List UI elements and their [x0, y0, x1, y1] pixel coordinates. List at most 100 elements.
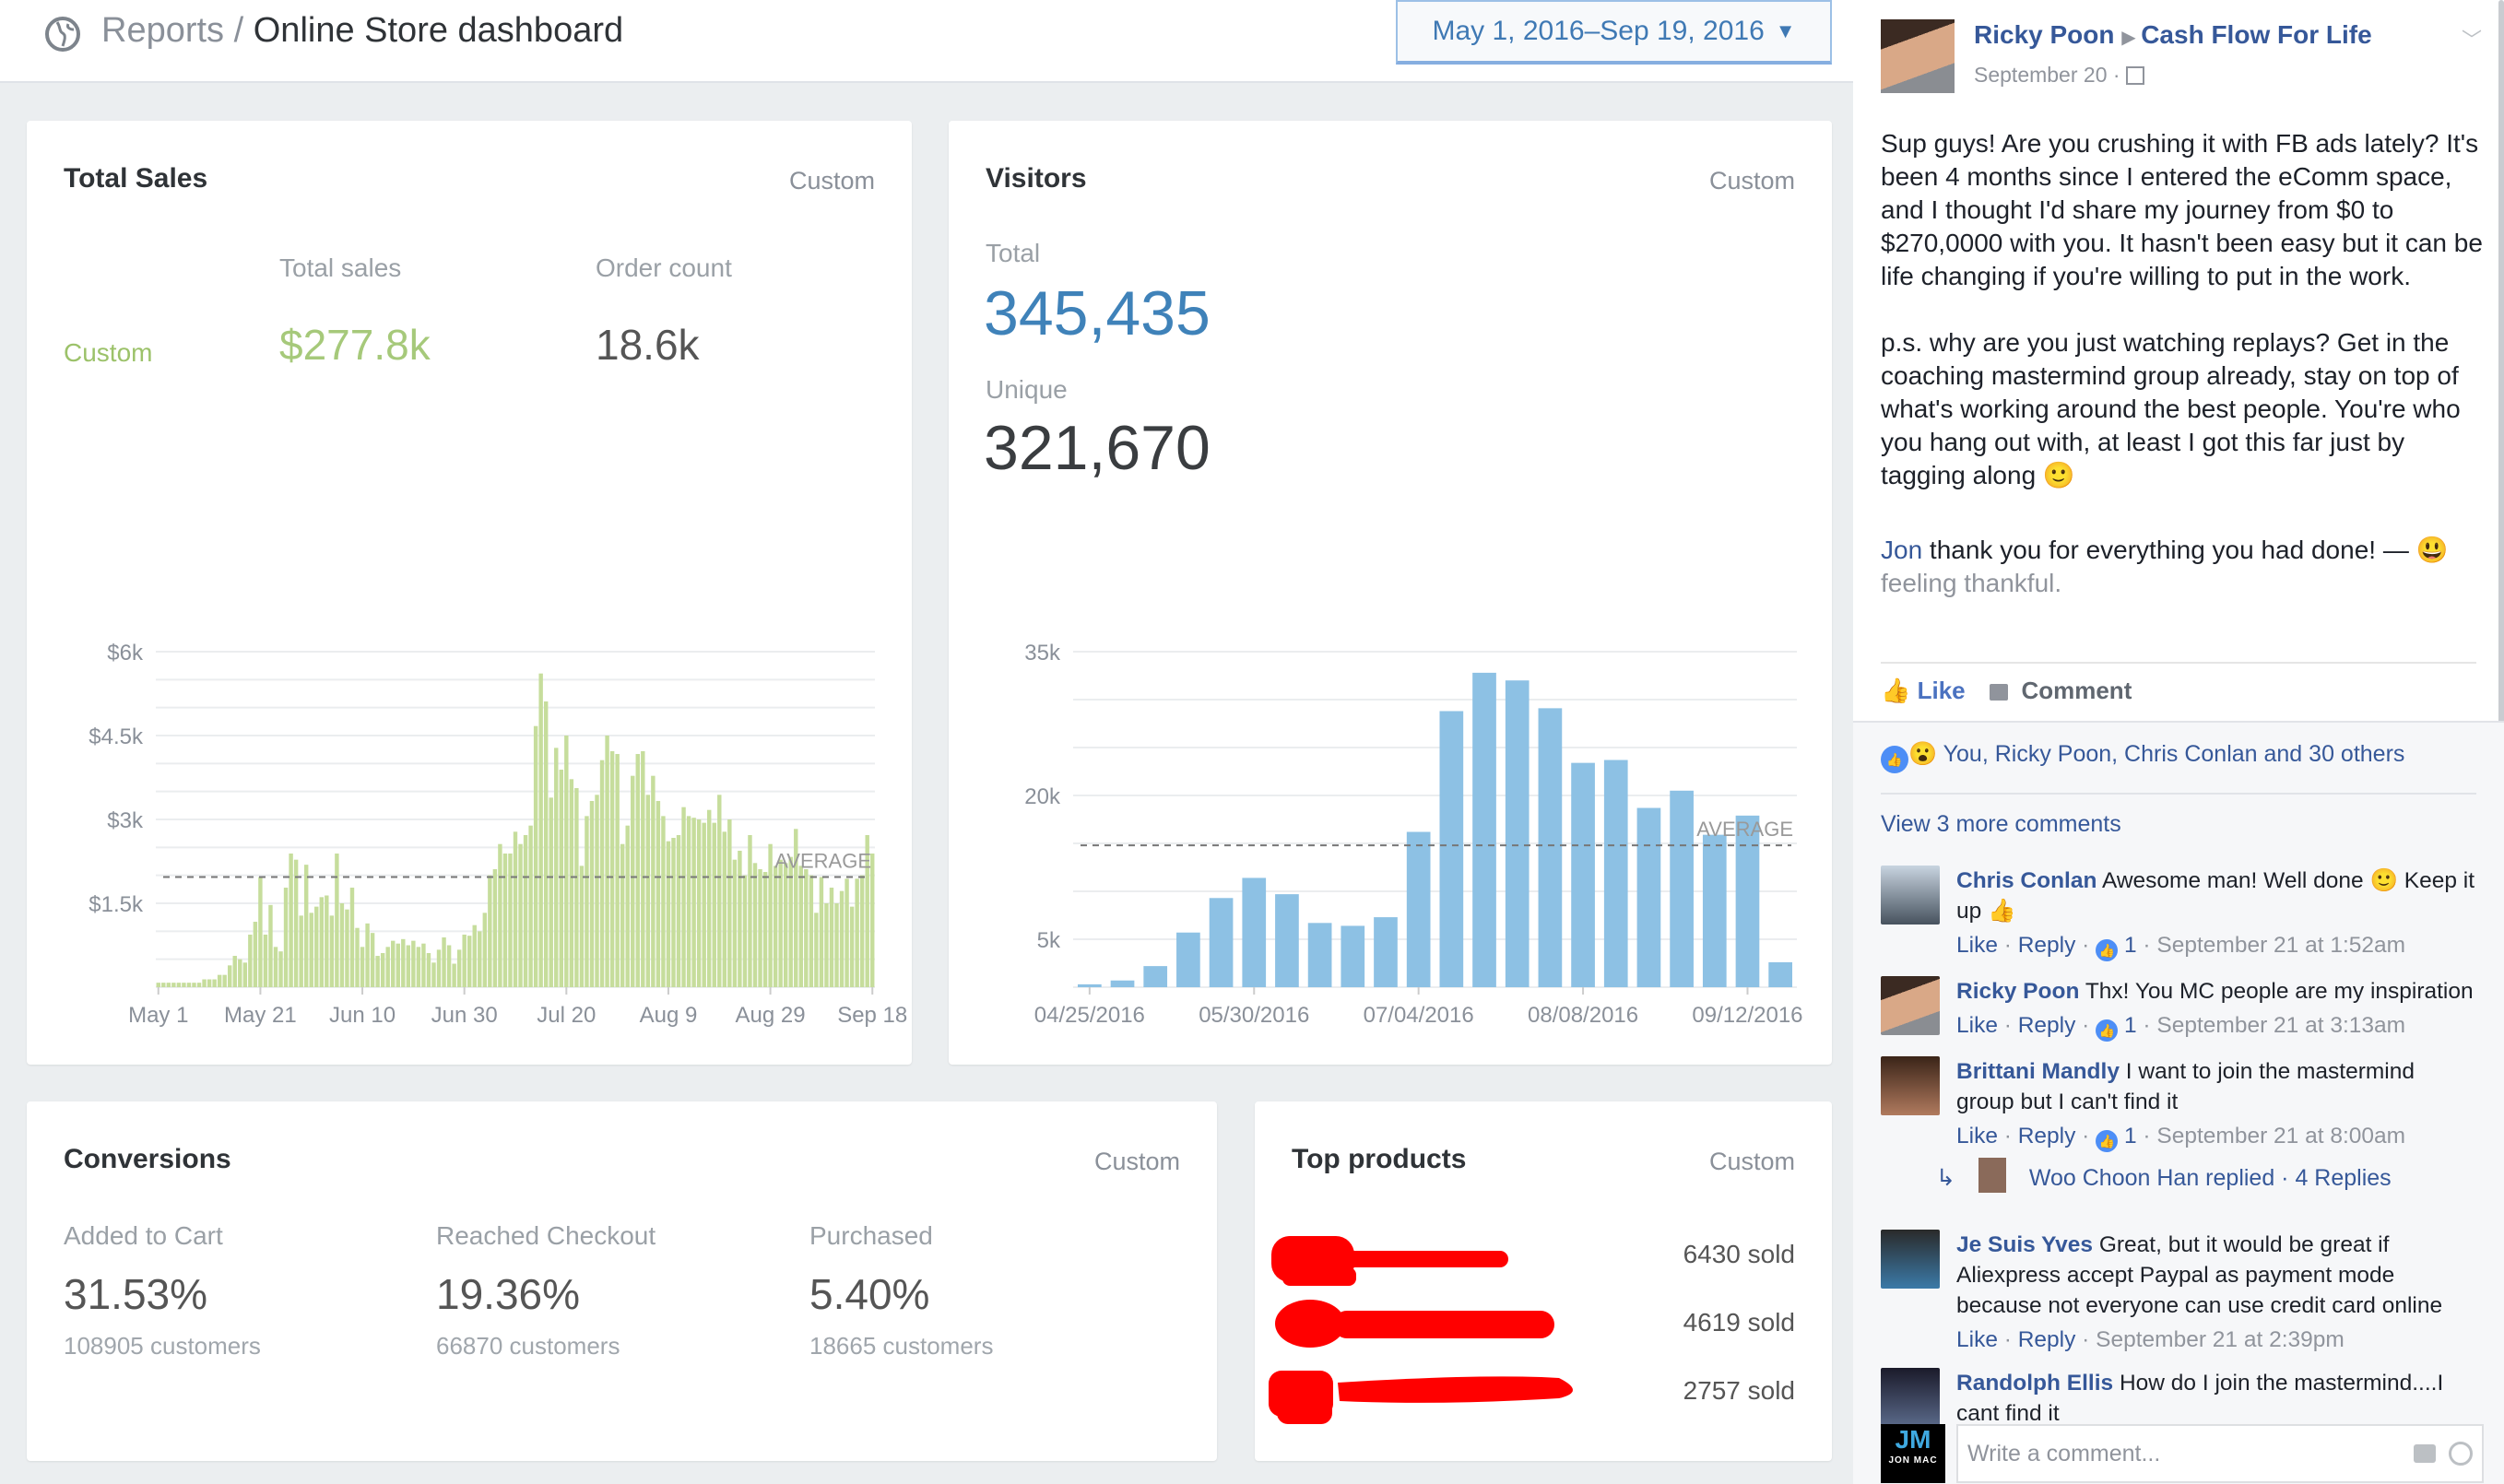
- commenter-name-link[interactable]: Brittani Mandly: [1956, 1059, 2120, 1084]
- conversion-rate: 5.40%: [809, 1270, 930, 1318]
- bar: [732, 859, 738, 987]
- author-name-link[interactable]: Ricky Poon: [1974, 20, 2115, 49]
- comment-like-count[interactable]: 1: [2123, 933, 2137, 958]
- comment-input[interactable]: Write a comment...: [1956, 1424, 2484, 1483]
- bar: [309, 913, 313, 987]
- comment-like-link[interactable]: Like: [1956, 1124, 1998, 1148]
- bar: [339, 903, 345, 987]
- bar: [656, 800, 661, 987]
- comment-like-link[interactable]: Like: [1956, 1327, 1998, 1352]
- facebook-post-panel: Ricky Poon ▶ Cash Flow For Life Septembe…: [1853, 0, 2504, 1484]
- bar: [543, 701, 549, 987]
- bar: [1110, 980, 1135, 987]
- y-tick-label: $6k: [107, 641, 144, 665]
- post-meta: September 20 ·: [1974, 63, 2144, 88]
- comment-time[interactable]: September 21 at 3:13am: [2156, 1013, 2406, 1038]
- scrollbar[interactable]: [2498, 0, 2504, 1235]
- bar: [192, 983, 196, 987]
- comment-button[interactable]: Comment: [1990, 677, 2132, 705]
- bar: [1735, 815, 1760, 987]
- period-label[interactable]: Custom: [1708, 167, 1795, 194]
- bar: [273, 947, 278, 987]
- feeling-text: feeling thankful.: [1881, 569, 2062, 597]
- breadcrumb-reports-link[interactable]: Reports: [101, 11, 225, 50]
- bar: [564, 736, 569, 987]
- bar: [462, 934, 467, 987]
- commenter-name-link[interactable]: Je Suis Yves: [1956, 1232, 2094, 1257]
- bar: [727, 819, 732, 987]
- card-title: Top products: [1292, 1144, 1467, 1174]
- bar: [712, 822, 716, 987]
- commenter-avatar[interactable]: [1881, 866, 1940, 925]
- reactions-summary[interactable]: 👍 😮 You, Ricky Poon, Chris Conlan and 30 …: [1881, 741, 2404, 773]
- period-label[interactable]: Custom: [1093, 1148, 1180, 1175]
- comment-like-count[interactable]: 1: [2123, 1013, 2137, 1038]
- wow-reaction-icon: 😮: [1908, 741, 1938, 767]
- comment-time[interactable]: September 21 at 8:00am: [2156, 1124, 2406, 1148]
- bar: [263, 934, 268, 987]
- comment-like-count[interactable]: 1: [2123, 1124, 2137, 1148]
- date-range-picker[interactable]: May 1, 2016–Sep 19, 2016 ▼: [1396, 0, 1832, 65]
- bar: [166, 983, 171, 987]
- comment-time[interactable]: September 21 at 1:52am: [2156, 933, 2406, 958]
- author-avatar[interactable]: [1881, 19, 1955, 93]
- bar: [442, 937, 446, 987]
- comment-time[interactable]: September 21 at 2:39pm: [2096, 1327, 2345, 1352]
- bar: [370, 933, 375, 987]
- bar: [839, 890, 845, 987]
- bar: [258, 877, 263, 987]
- comment-text: Awesome man! Well done 🙂 Keep it up 👍: [1956, 868, 2475, 924]
- bar: [186, 983, 192, 987]
- tagged-user-link[interactable]: Jon: [1881, 536, 1923, 564]
- chevron-down-icon[interactable]: ﹀: [2462, 29, 2483, 52]
- product-sold-count: 4619 sold: [1683, 1308, 1795, 1337]
- period-label[interactable]: Custom: [1708, 1148, 1795, 1175]
- like-button[interactable]: 👍 Like: [1881, 677, 1966, 704]
- bar: [788, 856, 793, 987]
- conversion-customers: 66870 customers: [436, 1332, 620, 1360]
- bar: [783, 863, 788, 987]
- comment-text: Thx! You MC people are my inspiration: [2085, 979, 2474, 1004]
- bar: [355, 927, 360, 987]
- bar: [182, 983, 186, 987]
- commenter-avatar[interactable]: [1881, 1056, 1940, 1115]
- reply-summary[interactable]: ↳ Woo Choon Han replied · 4 Replies: [1936, 1158, 2392, 1193]
- bar: [845, 878, 849, 987]
- bar: [1538, 708, 1563, 987]
- bar: [829, 888, 834, 987]
- commenter-avatar[interactable]: [1881, 1368, 1940, 1427]
- comment-reply-link[interactable]: Reply: [2017, 1327, 2076, 1352]
- card-title: Visitors: [986, 163, 1087, 194]
- post-paragraph: p.s. why are you just watching replays? …: [1881, 328, 2461, 489]
- bar: [238, 959, 242, 987]
- commenter-name-link[interactable]: Ricky Poon: [1956, 979, 2080, 1004]
- group-name-link[interactable]: Cash Flow For Life: [2141, 20, 2372, 49]
- x-tick-label: Jun 10: [329, 1003, 396, 1028]
- bar: [406, 945, 411, 987]
- camera-icon[interactable]: [2414, 1444, 2436, 1463]
- bar: [401, 938, 406, 987]
- view-more-comments-link[interactable]: View 3 more comments: [1881, 811, 2121, 837]
- comment-like-link[interactable]: Like: [1956, 933, 1998, 958]
- comment-reply-link[interactable]: Reply: [2017, 933, 2076, 958]
- bar: [508, 854, 513, 987]
- bar: [498, 843, 502, 987]
- commenter-name-link[interactable]: Chris Conlan: [1956, 868, 2097, 893]
- comment-reply-link[interactable]: Reply: [2017, 1013, 2076, 1038]
- period-label[interactable]: Custom: [788, 167, 875, 194]
- post-date-link[interactable]: September 20: [1974, 63, 2108, 87]
- bar: [855, 878, 859, 987]
- commenter-name-link[interactable]: Randolph Ellis: [1956, 1371, 2114, 1396]
- bar: [666, 841, 671, 987]
- comment-like-link[interactable]: Like: [1956, 1013, 1998, 1038]
- commenter-avatar[interactable]: [1881, 976, 1940, 1035]
- comment-reply-link[interactable]: Reply: [2017, 1124, 2076, 1148]
- emoji-icon[interactable]: [2449, 1442, 2473, 1466]
- bar: [1571, 762, 1595, 987]
- bar: [641, 750, 645, 987]
- bar: [365, 923, 370, 987]
- commenter-avatar[interactable]: [1881, 1230, 1940, 1289]
- bar: [299, 915, 303, 987]
- like-count-icon: 👍: [2096, 1130, 2119, 1152]
- bar: [574, 788, 579, 987]
